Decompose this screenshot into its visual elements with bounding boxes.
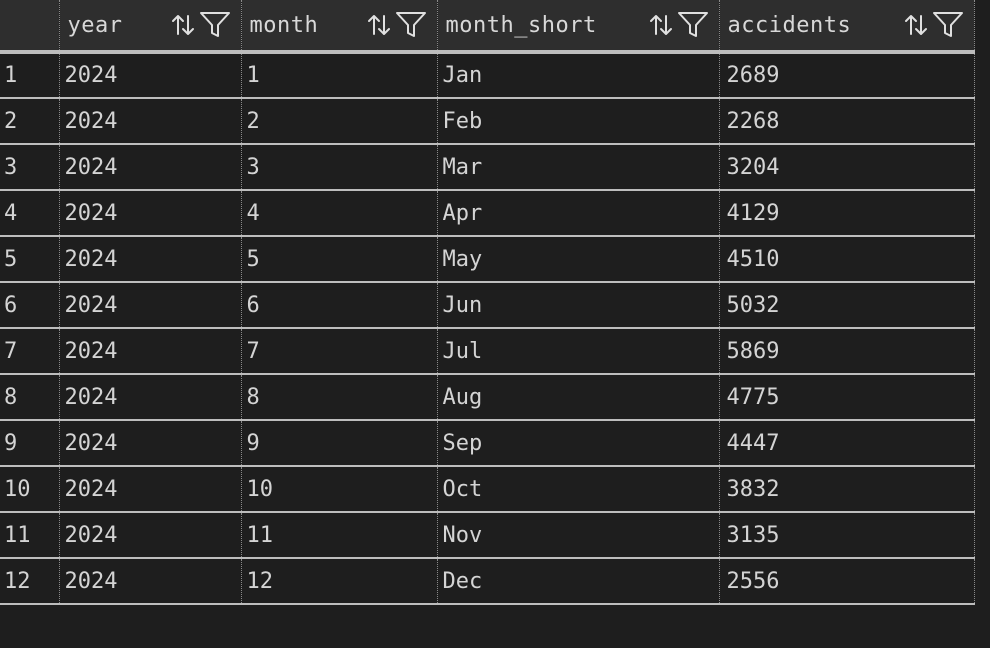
year-cell[interactable]: 2024 xyxy=(58,190,242,237)
row-index-cell: 8 xyxy=(0,374,60,421)
month-cell[interactable]: 5 xyxy=(240,236,438,283)
month-cell[interactable]: 4 xyxy=(240,190,438,237)
table-row[interactable]: 1 2024 1 Jan 2689 xyxy=(0,52,975,99)
month-short-cell[interactable]: Feb xyxy=(436,98,720,145)
accidents-cell[interactable]: 4510 xyxy=(718,236,975,283)
month-short-cell[interactable]: Aug xyxy=(436,374,720,421)
column-label-year: year xyxy=(67,12,123,38)
month-short-cell[interactable]: Apr xyxy=(436,190,720,237)
year-cell[interactable]: 2024 xyxy=(58,236,242,283)
year-cell[interactable]: 2024 xyxy=(58,512,242,559)
table-row[interactable]: 9 2024 9 Sep 4447 xyxy=(0,420,975,467)
header-row: year month xyxy=(0,0,975,54)
filter-funnel-icon[interactable] xyxy=(199,10,231,40)
filter-funnel-icon[interactable] xyxy=(932,10,964,40)
table-body: 1 2024 1 Jan 2689 2 2024 2 Feb 2268 3 20… xyxy=(0,52,975,605)
table-row[interactable]: 10 2024 10 Oct 3832 xyxy=(0,466,975,513)
month-cell[interactable]: 6 xyxy=(240,282,438,329)
month-cell[interactable]: 9 xyxy=(240,420,438,467)
row-index-cell: 7 xyxy=(0,328,60,375)
accidents-cell[interactable]: 4447 xyxy=(718,420,975,467)
row-index-cell: 6 xyxy=(0,282,60,329)
accidents-cell[interactable]: 3204 xyxy=(718,144,975,191)
filter-funnel-icon[interactable] xyxy=(677,10,709,40)
table-row[interactable]: 8 2024 8 Aug 4775 xyxy=(0,374,975,421)
month-short-cell[interactable]: Sep xyxy=(436,420,720,467)
accidents-cell[interactable]: 2556 xyxy=(718,558,975,605)
accidents-cell[interactable]: 2689 xyxy=(718,52,975,99)
month-cell[interactable]: 11 xyxy=(240,512,438,559)
month-cell[interactable]: 10 xyxy=(240,466,438,513)
column-header-accidents[interactable]: accidents xyxy=(718,0,975,54)
table-row[interactable]: 2 2024 2 Feb 2268 xyxy=(0,98,975,145)
table-row[interactable]: 6 2024 6 Jun 5032 xyxy=(0,282,975,329)
year-cell[interactable]: 2024 xyxy=(58,328,242,375)
accidents-cell[interactable]: 5869 xyxy=(718,328,975,375)
row-index-cell: 10 xyxy=(0,466,60,513)
row-index-cell: 2 xyxy=(0,98,60,145)
month-short-cell[interactable]: Jun xyxy=(436,282,720,329)
sort-arrows-icon[interactable] xyxy=(365,11,393,39)
year-cell[interactable]: 2024 xyxy=(58,374,242,421)
row-index-cell: 3 xyxy=(0,144,60,191)
month-short-cell[interactable]: Nov xyxy=(436,512,720,559)
row-index-cell: 1 xyxy=(0,52,60,99)
column-label-month: month xyxy=(249,12,319,38)
column-header-month-short[interactable]: month_short xyxy=(436,0,720,54)
month-cell[interactable]: 3 xyxy=(240,144,438,191)
accidents-cell[interactable]: 5032 xyxy=(718,282,975,329)
month-cell[interactable]: 12 xyxy=(240,558,438,605)
data-table: year month xyxy=(0,0,975,605)
month-cell[interactable]: 8 xyxy=(240,374,438,421)
month-cell[interactable]: 2 xyxy=(240,98,438,145)
column-label-month-short: month_short xyxy=(445,12,597,38)
filter-funnel-icon[interactable] xyxy=(395,10,427,40)
month-cell[interactable]: 1 xyxy=(240,52,438,99)
year-cell[interactable]: 2024 xyxy=(58,558,242,605)
accidents-cell[interactable]: 3832 xyxy=(718,466,975,513)
year-cell[interactable]: 2024 xyxy=(58,144,242,191)
row-index-cell: 9 xyxy=(0,420,60,467)
sort-arrows-icon[interactable] xyxy=(647,11,675,39)
month-short-cell[interactable]: Jul xyxy=(436,328,720,375)
accidents-cell[interactable]: 4129 xyxy=(718,190,975,237)
year-cell[interactable]: 2024 xyxy=(58,420,242,467)
year-cell[interactable]: 2024 xyxy=(58,466,242,513)
table-row[interactable]: 4 2024 4 Apr 4129 xyxy=(0,190,975,237)
year-cell[interactable]: 2024 xyxy=(58,98,242,145)
row-index-cell: 12 xyxy=(0,558,60,605)
sort-arrows-icon[interactable] xyxy=(169,11,197,39)
month-cell[interactable]: 7 xyxy=(240,328,438,375)
column-label-accidents: accidents xyxy=(727,12,852,38)
accidents-cell[interactable]: 3135 xyxy=(718,512,975,559)
table-row[interactable]: 5 2024 5 May 4510 xyxy=(0,236,975,283)
month-short-cell[interactable]: Dec xyxy=(436,558,720,605)
month-short-cell[interactable]: May xyxy=(436,236,720,283)
table-row[interactable]: 7 2024 7 Jul 5869 xyxy=(0,328,975,375)
month-short-cell[interactable]: Oct xyxy=(436,466,720,513)
column-header-index xyxy=(0,0,60,54)
row-index-cell: 5 xyxy=(0,236,60,283)
table-row[interactable]: 3 2024 3 Mar 3204 xyxy=(0,144,975,191)
column-header-month[interactable]: month xyxy=(240,0,438,54)
year-cell[interactable]: 2024 xyxy=(58,282,242,329)
column-header-year[interactable]: year xyxy=(58,0,242,54)
month-short-cell[interactable]: Jan xyxy=(436,52,720,99)
table-header: year month xyxy=(0,0,975,54)
sort-arrows-icon[interactable] xyxy=(902,11,930,39)
row-index-cell: 11 xyxy=(0,512,60,559)
accidents-cell[interactable]: 2268 xyxy=(718,98,975,145)
table-row[interactable]: 12 2024 12 Dec 2556 xyxy=(0,558,975,605)
year-cell[interactable]: 2024 xyxy=(58,52,242,99)
table-row[interactable]: 11 2024 11 Nov 3135 xyxy=(0,512,975,559)
accidents-cell[interactable]: 4775 xyxy=(718,374,975,421)
row-index-cell: 4 xyxy=(0,190,60,237)
month-short-cell[interactable]: Mar xyxy=(436,144,720,191)
